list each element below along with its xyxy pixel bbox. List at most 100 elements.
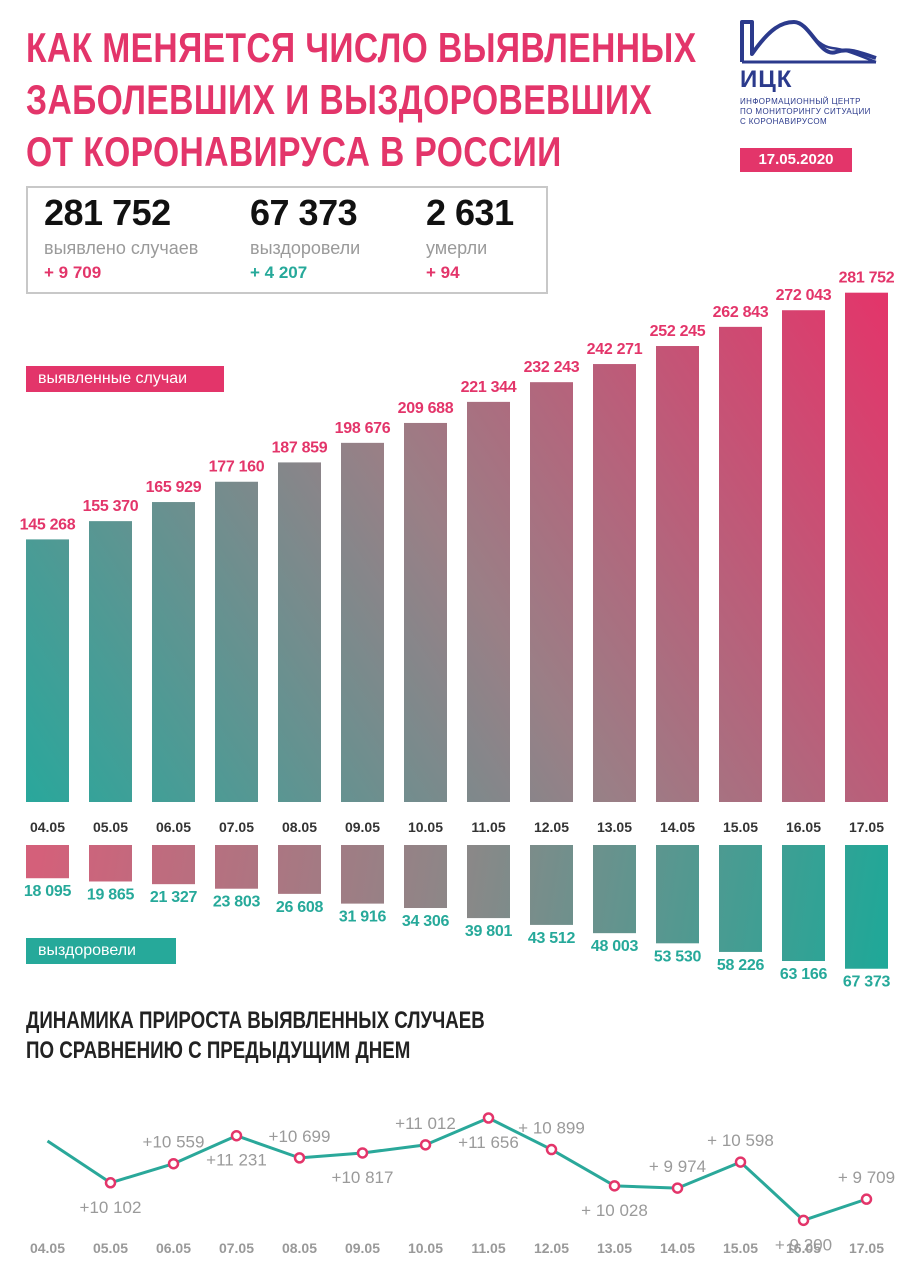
date-label-06.05: 06.05 [156, 819, 191, 835]
title-line-3: от коронавируса в России [26, 128, 562, 175]
recovered-bar-12.05 [530, 845, 573, 925]
growth-point-05.05 [104, 1177, 117, 1189]
growth-value-label-07.05: +11 231 [206, 1151, 267, 1170]
growth-date-label-05.05: 05.05 [93, 1240, 128, 1256]
growth-point-06.05 [167, 1157, 180, 1170]
summary-box: 281 752 выявлено случаев + 9 709 67 373 … [26, 186, 548, 294]
date-label-15.05: 15.05 [723, 819, 758, 835]
cases-value-label-04.05: 145 268 [20, 516, 76, 533]
cases-value-label-09.05: 198 676 [335, 420, 391, 437]
cases-value-label-15.05: 262 843 [713, 304, 769, 321]
recovered-bar-10.05 [404, 845, 447, 909]
stat-deaths: 2 631 умерли + 94 [426, 192, 514, 283]
growth-value-label-09.05: +10 817 [332, 1168, 394, 1187]
recovered-bar-13.05 [593, 845, 636, 934]
recovered-value-label-04.05: 18 095 [24, 883, 72, 900]
cases-bar-15.05 [719, 326, 762, 802]
date-label-12.05: 12.05 [534, 819, 569, 835]
cases-bar-17.05 [845, 292, 888, 802]
growth-line-chart: +10 102 +10 559+11 231+10 699 +10 817 +11 0… [30, 1112, 895, 1256]
recovered-bar-17.05 [845, 845, 888, 969]
recovered-bar-16.05 [782, 845, 825, 962]
stat-recovered: 67 373 выздоровели + 4 207 [250, 192, 360, 283]
cases-bar-09.05 [341, 442, 384, 802]
date-label-07.05: 07.05 [219, 819, 254, 835]
growth-point-13.05 [608, 1180, 621, 1192]
growth-point-10.05 [419, 1139, 432, 1151]
growth-date-label-14.05: 14.05 [660, 1240, 695, 1256]
recovered-value-label-14.05: 53 530 [654, 948, 702, 965]
recovered-value-label-11.05: 39 801 [465, 923, 513, 940]
growth-date-label-04.05: 04.05 [30, 1240, 65, 1256]
growth-value-label-15.05: + 10 598 [707, 1131, 774, 1150]
cases-value-label-05.05: 155 370 [83, 498, 139, 515]
recovered-bar-06.05 [152, 845, 195, 885]
date-label-16.05: 16.05 [786, 819, 821, 835]
recovered-value-label-17.05: 67 373 [843, 974, 891, 991]
cases-series-label: выявленные случаи [26, 366, 224, 392]
line-title-line-2: по сравнению с предыдущим днем [26, 1037, 411, 1064]
growth-date-label-06.05: 06.05 [156, 1240, 191, 1256]
recovered-bar-09.05 [341, 845, 384, 904]
recovered-series-label: выздоровели [26, 938, 176, 964]
recovered-value-label-05.05: 19 865 [87, 886, 135, 903]
cases-value-label-11.05: 221 344 [461, 379, 517, 396]
growth-date-label-10.05: 10.05 [408, 1240, 443, 1256]
growth-value-label-11.05: +11 656 [458, 1133, 519, 1152]
stat-recovered-value: 67 373 [250, 192, 358, 233]
cases-value-label-17.05: 281 752 [839, 270, 895, 287]
date-badge: 17.05.2020 [740, 148, 852, 172]
cases-value-label-10.05: 209 688 [398, 400, 454, 417]
date-label-04.05: 04.05 [30, 819, 65, 835]
growth-value-label-14.05: + 9 974 [649, 1157, 706, 1176]
date-label-14.05: 14.05 [660, 819, 695, 835]
growth-point-17.05 [860, 1193, 873, 1205]
date-label-05.05: 05.05 [93, 819, 128, 835]
recovered-bar-14.05 [656, 845, 699, 944]
cases-bar-06.05 [152, 502, 195, 802]
growth-date-label-12.05: 12.05 [534, 1240, 569, 1256]
date-label-09.05: 09.05 [345, 819, 380, 835]
growth-date-label-07.05: 07.05 [219, 1240, 254, 1256]
stat-cases-value: 281 752 [44, 192, 171, 233]
cases-bar-14.05 [656, 346, 699, 802]
growth-value-label-17.05: + 9 709 [838, 1168, 895, 1187]
cases-bar-12.05 [530, 382, 573, 802]
logo-sub-line-3: с коронавирусом [740, 117, 828, 126]
growth-value-label-12.05: + 10 899 [518, 1119, 585, 1138]
date-label-11.05: 11.05 [471, 819, 505, 835]
logo-sub-line-1: Информационный центр [740, 97, 861, 106]
cases-value-label-16.05: 272 043 [776, 287, 832, 304]
recovered-value-label-12.05: 43 512 [528, 930, 576, 947]
recovered-value-label-07.05: 23 803 [213, 894, 261, 911]
date-axis: 04.05 05.05 06.05 07.05 08.05 09.05 10.05 11.05… [30, 819, 884, 835]
recovered-bar-15.05 [719, 845, 762, 952]
growth-date-label-17.05: 17.05 [849, 1240, 884, 1256]
growth-point-11.05 [482, 1112, 495, 1124]
growth-point-08.05 [293, 1152, 306, 1164]
cases-bar-13.05 [593, 364, 636, 802]
growth-date-label-16.05: 16.05 [786, 1240, 821, 1256]
cases-bar-05.05 [89, 521, 132, 802]
stat-cases-label: выявлено случаев [44, 238, 199, 258]
recovered-value-label-13.05: 48 003 [591, 938, 639, 955]
cases-bar-10.05 [404, 422, 447, 802]
recovered-value-label-09.05: 31 916 [339, 909, 387, 926]
cases-bar-08.05 [278, 462, 321, 802]
growth-point-14.05 [671, 1182, 684, 1194]
growth-date-label-15.05: 15.05 [723, 1240, 758, 1256]
cases-value-label-12.05: 232 243 [524, 359, 580, 376]
stat-deaths-value: 2 631 [426, 192, 514, 233]
date-label-13.05: 13.05 [597, 819, 632, 835]
recovered-value-label-10.05: 34 306 [402, 913, 450, 930]
cases-value-label-13.05: 242 271 [587, 341, 643, 358]
recovered-value-label-06.05: 21 327 [150, 889, 198, 906]
cases-bar-11.05 [467, 401, 510, 802]
stat-recovered-delta: + 4 207 [250, 263, 308, 282]
growth-line [46, 1116, 867, 1222]
recovered-bar-08.05 [278, 845, 321, 894]
cases-bar-16.05 [782, 310, 825, 802]
date-label-17.05: 17.05 [849, 819, 884, 835]
cases-value-label-14.05: 252 245 [650, 323, 706, 340]
